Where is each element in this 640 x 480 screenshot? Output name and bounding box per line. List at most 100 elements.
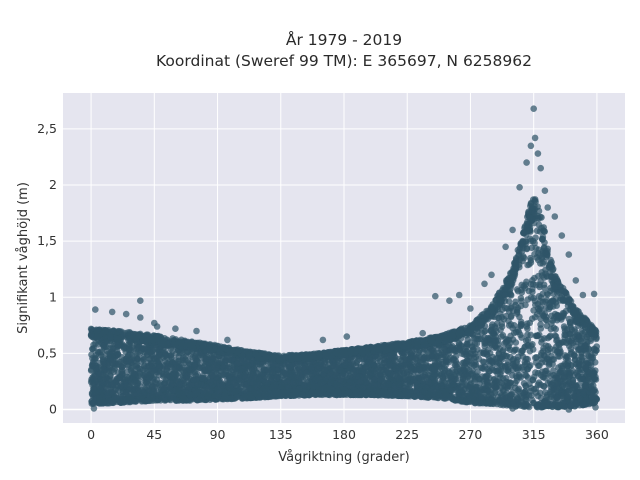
data-point	[559, 338, 566, 346]
data-point	[520, 366, 527, 374]
data-point	[202, 355, 209, 363]
data-point	[543, 290, 551, 297]
data-point	[523, 278, 530, 286]
data-point	[518, 349, 525, 357]
data-point	[517, 318, 525, 326]
data-point	[467, 383, 474, 391]
data-point	[566, 372, 574, 380]
data-point	[524, 331, 531, 339]
data-point	[472, 363, 480, 370]
chart-title-line2: Koordinat (Sweref 99 TM): E 365697, N 62…	[156, 52, 532, 70]
data-point	[516, 313, 523, 321]
data-point	[108, 366, 116, 374]
data-point	[97, 370, 105, 377]
data-point	[357, 391, 364, 398]
data-point	[126, 383, 133, 391]
data-point	[126, 346, 133, 353]
data-point	[124, 373, 131, 381]
data-point	[170, 393, 177, 401]
data-point	[486, 400, 494, 408]
data-point	[522, 396, 530, 404]
data-point	[100, 342, 107, 350]
data-point	[476, 375, 484, 383]
data-point	[385, 361, 393, 368]
data-point	[543, 322, 551, 330]
data-point	[497, 384, 505, 391]
data-point	[558, 314, 565, 321]
data-point	[483, 351, 491, 358]
data-point	[538, 272, 546, 279]
data-point	[448, 376, 456, 384]
data-point	[495, 350, 503, 357]
data-point	[463, 342, 470, 350]
data-point	[383, 391, 391, 398]
data-point	[524, 296, 532, 303]
data-point	[100, 360, 107, 368]
data-point	[321, 367, 329, 374]
data-point	[439, 374, 447, 382]
data-point	[510, 348, 517, 355]
data-point	[471, 340, 479, 348]
data-point	[513, 374, 521, 381]
data-point	[543, 296, 551, 304]
data-point	[155, 360, 163, 368]
data-point	[378, 367, 386, 374]
data-point	[129, 369, 136, 377]
data-point	[392, 390, 399, 398]
data-point	[445, 369, 453, 377]
data-point	[218, 358, 226, 366]
data-point	[502, 363, 509, 371]
data-point	[198, 374, 206, 382]
data-point	[530, 294, 537, 302]
data-point	[494, 370, 501, 378]
data-point	[567, 345, 575, 353]
data-point	[534, 332, 541, 339]
chart-title-line1: År 1979 - 2019	[286, 30, 402, 49]
data-point	[566, 319, 574, 327]
data-point	[481, 338, 488, 345]
data-point	[264, 366, 272, 374]
data-point	[488, 357, 496, 365]
data-point	[563, 326, 571, 333]
data-point	[589, 354, 597, 362]
data-point	[577, 353, 585, 361]
data-point	[593, 343, 600, 350]
data-point	[302, 369, 310, 377]
data-point	[575, 381, 583, 389]
data-point	[191, 363, 198, 371]
data-point	[109, 389, 116, 396]
data-point	[498, 320, 506, 328]
data-point	[425, 378, 432, 386]
data-point	[442, 356, 450, 363]
data-point	[470, 350, 477, 358]
data-point	[254, 360, 262, 368]
data-point	[524, 325, 531, 333]
data-point	[509, 324, 516, 332]
data-point	[146, 355, 154, 363]
data-point	[554, 353, 562, 360]
data-point	[553, 337, 560, 345]
data-point	[89, 345, 96, 353]
data-point	[136, 368, 144, 376]
data-point	[527, 259, 535, 267]
data-point	[567, 339, 575, 347]
data-point	[546, 345, 554, 353]
data-point	[519, 389, 527, 397]
data-point	[169, 387, 177, 395]
data-point	[221, 392, 229, 399]
data-point	[176, 381, 183, 389]
data-point	[377, 390, 385, 398]
data-points	[87, 105, 601, 413]
data-point	[508, 312, 515, 320]
data-point	[208, 372, 216, 379]
data-point	[549, 360, 556, 368]
data-point	[491, 323, 499, 330]
data-point	[525, 287, 533, 295]
data-point	[194, 380, 202, 388]
data-point	[422, 360, 430, 367]
data-point	[571, 328, 579, 335]
data-point	[575, 373, 582, 380]
data-point	[318, 379, 326, 387]
data-point	[562, 354, 570, 362]
